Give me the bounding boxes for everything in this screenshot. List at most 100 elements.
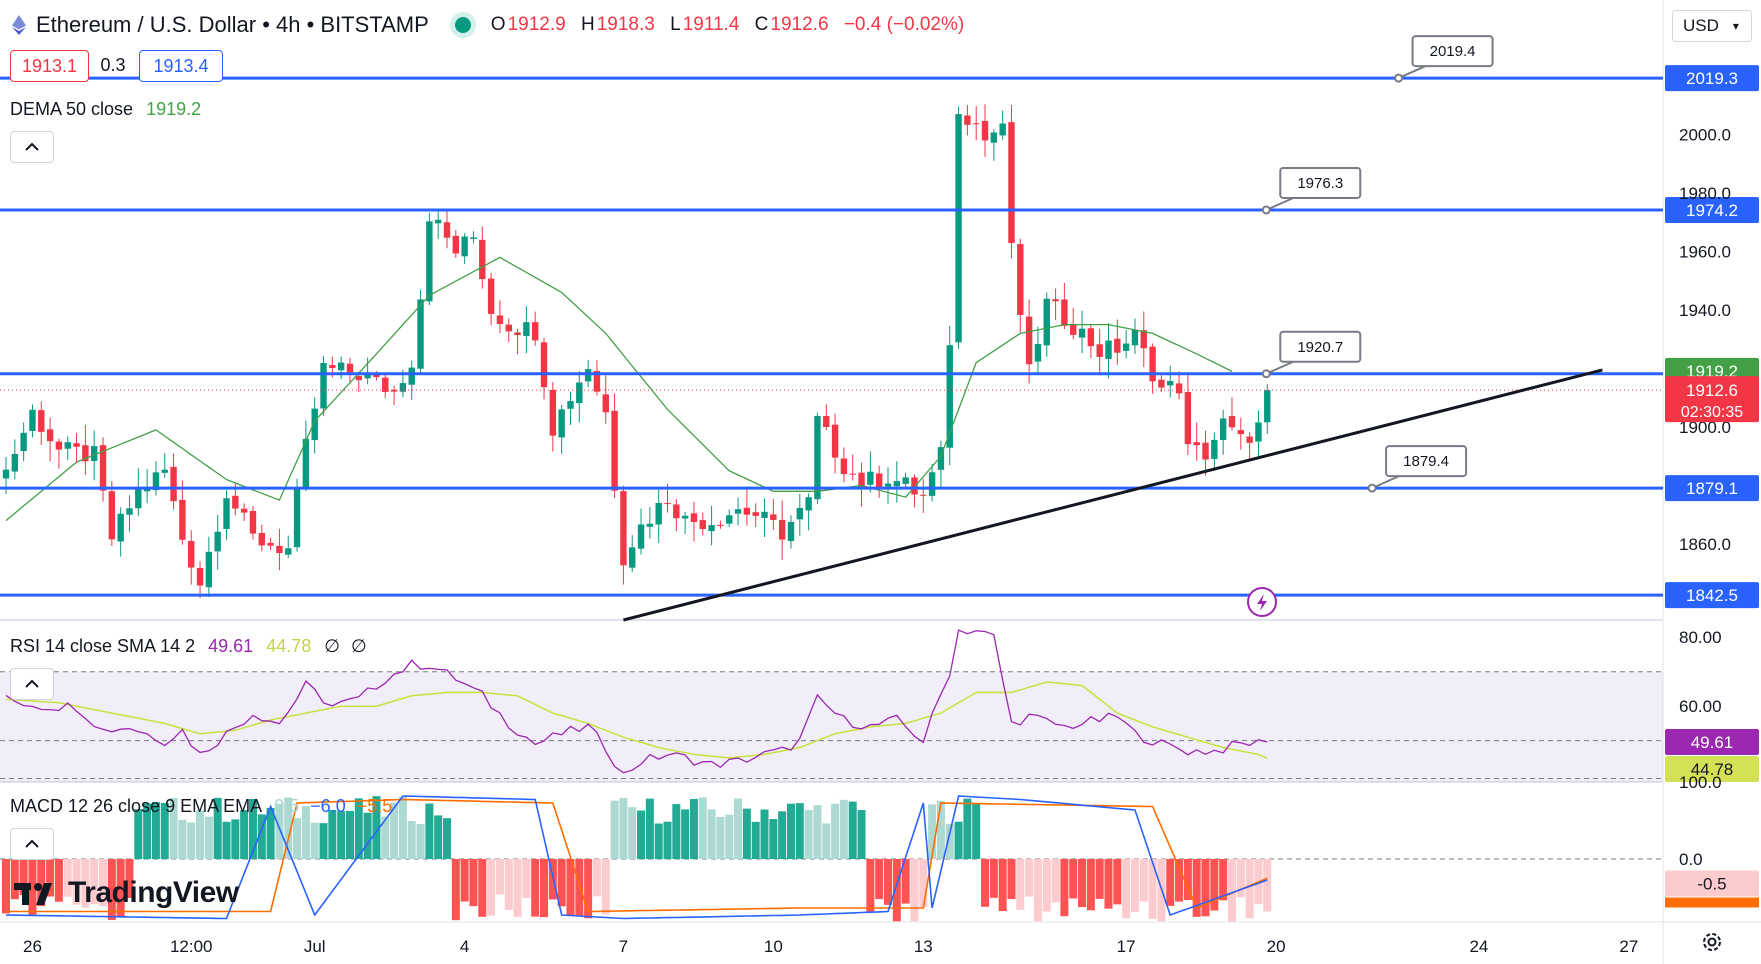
candle[interactable] <box>276 545 283 554</box>
candle[interactable] <box>1114 338 1121 353</box>
candle[interactable] <box>293 488 301 548</box>
macd-legend[interactable]: MACD 12 26 close 9 EMA EMA 0.5 −6.0 −5.5 <box>10 796 392 817</box>
candle[interactable] <box>690 513 698 522</box>
candle[interactable] <box>620 491 627 566</box>
candle[interactable] <box>1158 379 1165 388</box>
candle[interactable] <box>267 542 274 546</box>
candle[interactable] <box>470 237 477 239</box>
candle[interactable] <box>382 377 389 392</box>
candle[interactable] <box>179 499 186 540</box>
candle[interactable] <box>161 469 168 473</box>
candle[interactable] <box>867 471 874 485</box>
candle[interactable] <box>946 345 953 448</box>
candle[interactable] <box>1078 328 1086 338</box>
trendline[interactable] <box>623 368 1603 622</box>
candle[interactable] <box>505 324 512 332</box>
candle[interactable] <box>593 370 601 392</box>
candle[interactable] <box>1264 390 1271 423</box>
candle[interactable] <box>1105 340 1112 359</box>
candle[interactable] <box>2 469 10 479</box>
candle[interactable] <box>364 374 371 379</box>
candle[interactable] <box>337 362 345 371</box>
candle[interactable] <box>1167 381 1174 386</box>
candle[interactable] <box>1008 122 1015 243</box>
candle[interactable] <box>91 446 98 462</box>
candle[interactable] <box>664 503 671 505</box>
candle[interactable] <box>761 511 768 518</box>
candle[interactable] <box>29 409 36 431</box>
buy-price-button[interactable]: 1913.4 <box>139 50 223 82</box>
candle[interactable] <box>840 458 848 475</box>
candle[interactable] <box>408 367 415 385</box>
candle[interactable] <box>981 120 989 141</box>
candle[interactable] <box>532 322 539 341</box>
candle[interactable] <box>655 502 662 525</box>
candle[interactable] <box>708 525 715 532</box>
candle[interactable] <box>258 532 265 546</box>
candle[interactable] <box>1228 416 1236 428</box>
collapse-rsi-legend-button[interactable] <box>10 668 54 700</box>
candle[interactable] <box>479 239 486 280</box>
candle[interactable] <box>1043 298 1050 346</box>
candle[interactable] <box>240 508 248 513</box>
candle[interactable] <box>955 114 962 343</box>
rsi-sma-line[interactable] <box>5 681 1268 760</box>
candle[interactable] <box>902 477 909 484</box>
candle[interactable] <box>973 123 980 125</box>
candle[interactable] <box>540 342 548 388</box>
candle[interactable] <box>928 472 936 496</box>
candle[interactable] <box>1096 344 1103 357</box>
candle[interactable] <box>734 509 742 514</box>
candle[interactable] <box>699 520 706 529</box>
candle[interactable] <box>20 432 27 452</box>
tradingview-logo[interactable]: TradingView <box>14 873 239 913</box>
dema-legend[interactable]: DEMA 50 close 1919.2 <box>10 99 201 120</box>
candle[interactable] <box>1034 343 1042 362</box>
candle[interactable] <box>770 514 777 520</box>
candle[interactable] <box>990 132 998 143</box>
candle[interactable] <box>38 410 45 432</box>
candle[interactable] <box>1131 329 1139 346</box>
candle[interactable] <box>1025 316 1033 365</box>
candle[interactable] <box>681 515 689 519</box>
macd-line[interactable] <box>5 795 1268 920</box>
currency-selector[interactable]: USD ▾ <box>1672 10 1752 42</box>
candle[interactable] <box>875 473 883 488</box>
candle[interactable] <box>964 115 971 125</box>
candle[interactable] <box>629 547 636 568</box>
candle[interactable] <box>549 389 557 436</box>
candle[interactable] <box>55 441 63 450</box>
candle[interactable] <box>399 383 407 392</box>
candle[interactable] <box>778 520 786 540</box>
candle[interactable] <box>673 504 680 519</box>
candle[interactable] <box>1193 442 1200 446</box>
candle[interactable] <box>1052 299 1059 302</box>
candle[interactable] <box>858 472 865 488</box>
candle[interactable] <box>611 410 618 491</box>
candle[interactable] <box>796 507 803 520</box>
candle[interactable] <box>443 222 451 238</box>
candle[interactable] <box>602 394 609 413</box>
candle[interactable] <box>1237 430 1244 435</box>
candle[interactable] <box>1017 244 1024 315</box>
candle[interactable] <box>1202 442 1209 460</box>
candle[interactable] <box>426 221 433 302</box>
candle[interactable] <box>1061 299 1068 326</box>
candle[interactable] <box>1184 392 1192 445</box>
candle[interactable] <box>814 415 821 500</box>
candle[interactable] <box>214 531 221 552</box>
collapse-macd-legend-button[interactable] <box>10 828 54 860</box>
candle[interactable] <box>558 409 565 438</box>
candle[interactable] <box>1122 343 1130 351</box>
candle[interactable] <box>787 521 795 541</box>
candle[interactable] <box>249 511 257 534</box>
candle[interactable] <box>232 495 239 509</box>
candle[interactable] <box>999 123 1006 136</box>
candle[interactable] <box>355 376 362 381</box>
candle[interactable] <box>417 299 424 369</box>
candle[interactable] <box>1140 330 1147 349</box>
candle[interactable] <box>831 424 839 458</box>
candle[interactable] <box>637 524 645 549</box>
candle[interactable] <box>576 382 583 404</box>
candle[interactable] <box>1255 422 1262 442</box>
